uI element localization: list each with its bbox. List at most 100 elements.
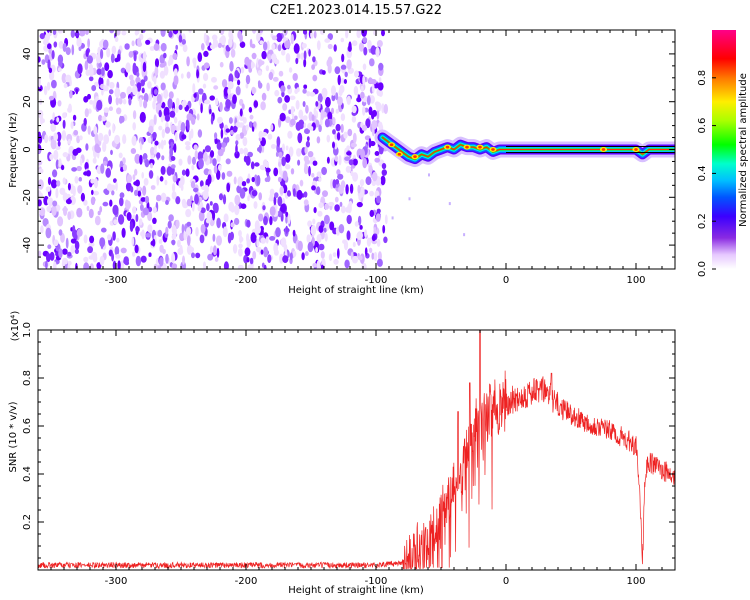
- noise-speckle: [134, 153, 141, 164]
- noise-speckle: [246, 219, 251, 228]
- noise-speckle: [78, 177, 83, 182]
- noise-speckle: [337, 173, 344, 180]
- noise-speckle: [272, 76, 279, 82]
- noise-speckle: [356, 97, 362, 103]
- spectrogram-x-tick-label: -100: [365, 275, 388, 286]
- noise-speckle: [172, 175, 177, 183]
- noise-speckle: [139, 154, 143, 165]
- noise-speckle: [76, 207, 83, 218]
- noise-speckle: [152, 238, 156, 247]
- noise-speckle: [96, 262, 102, 269]
- noise-speckle: [101, 227, 107, 233]
- noise-speckle: [350, 142, 357, 148]
- noise-speckle: [123, 256, 129, 265]
- noise-speckle: [308, 49, 311, 57]
- spectrogram-y-axis-label: Frequency (Hz): [8, 112, 19, 188]
- noise-speckle: [153, 148, 157, 155]
- noise-speckle: [340, 77, 345, 84]
- noise-speckle: [378, 77, 382, 83]
- noise-speckle: [259, 40, 264, 45]
- noise-speckle: [279, 186, 285, 195]
- noise-speckle: [99, 255, 105, 266]
- signal-hotspot-core: [478, 145, 482, 149]
- noise-speckle: [334, 66, 341, 75]
- noise-speckle: [182, 44, 188, 53]
- noise-speckle: [293, 43, 300, 54]
- noise-speckle: [62, 119, 66, 129]
- noise-speckle: [91, 85, 97, 92]
- noise-speckle: [238, 248, 243, 257]
- noise-speckle: [263, 216, 268, 226]
- noise-speckle: [114, 87, 121, 98]
- noise-speckle: [38, 159, 43, 166]
- noise-speckle: [297, 159, 301, 166]
- noise-speckle: [65, 237, 69, 249]
- noise-speckle: [285, 116, 291, 123]
- noise-speckle: [375, 47, 380, 58]
- noise-speckle: [174, 131, 178, 142]
- noise-speckle: [128, 97, 132, 106]
- noise-speckle: [263, 264, 267, 269]
- noise-speckle: [84, 108, 89, 118]
- noise-speckle: [289, 95, 296, 101]
- noise-speckle: [360, 148, 366, 160]
- noise-speckle: [331, 93, 336, 102]
- noise-speckle: [352, 158, 358, 166]
- noise-speckle: [327, 111, 333, 121]
- noise-speckle: [369, 58, 375, 67]
- noise-speckle: [116, 237, 120, 243]
- noise-speckle: [209, 201, 213, 206]
- noise-speckle: [70, 196, 76, 206]
- noise-speckle: [371, 252, 375, 260]
- noise-speckle: [273, 195, 277, 206]
- noise-speckle: [346, 230, 351, 241]
- noise-speckle: [114, 57, 119, 63]
- noise-speckle: [53, 261, 57, 269]
- noise-speckle: [83, 96, 89, 103]
- noise-speckle: [69, 89, 73, 99]
- noise-speckle: [61, 73, 67, 84]
- noise-speckle: [239, 234, 243, 244]
- noise-speckle: [244, 247, 251, 257]
- noise-speckle: [315, 101, 319, 107]
- noise-speckle: [149, 46, 155, 51]
- noise-speckle: [150, 146, 155, 156]
- noise-speckle: [191, 202, 195, 212]
- noise-speckle: [359, 179, 365, 187]
- noise-speckle: [233, 217, 240, 226]
- noise-speckle: [148, 93, 153, 101]
- noise-speckle: [131, 135, 137, 146]
- noise-speckle: [243, 147, 249, 156]
- colorbar-gradient: [712, 30, 736, 269]
- noise-speckle: [47, 244, 52, 249]
- noise-speckle: [266, 40, 270, 52]
- noise-speckle: [43, 85, 48, 96]
- noise-speckle: [156, 175, 160, 186]
- noise-speckle: [271, 35, 278, 41]
- noise-speckle: [175, 196, 181, 205]
- noise-speckle: [94, 81, 99, 87]
- noise-speckle: [55, 145, 61, 151]
- spectrogram-y-tick-label: -20: [22, 189, 33, 205]
- noise-speckle: [147, 136, 152, 144]
- noise-speckle: [285, 225, 289, 234]
- noise-speckle: [67, 211, 72, 221]
- noise-speckle: [96, 99, 103, 111]
- noise-speckle: [104, 189, 110, 195]
- noise-speckle: [340, 37, 345, 43]
- noise-speckle: [87, 246, 93, 254]
- noise-speckle: [212, 233, 216, 242]
- noise-speckle: [129, 74, 134, 81]
- noise-speckle: [47, 59, 51, 70]
- noise-speckle: [340, 113, 346, 121]
- noise-speckle: [157, 229, 163, 237]
- noise-speckle: [214, 132, 218, 140]
- noise-speckle: [133, 51, 137, 62]
- noise-speckle: [116, 107, 122, 115]
- noise-speckle: [141, 172, 144, 179]
- noise-speckle: [145, 233, 152, 238]
- noise-speckle: [141, 87, 145, 94]
- noise-speckle: [352, 255, 358, 264]
- snr-x-ticks: -300 -200 -100 0 100: [50, 330, 676, 587]
- noise-speckle: [185, 208, 192, 218]
